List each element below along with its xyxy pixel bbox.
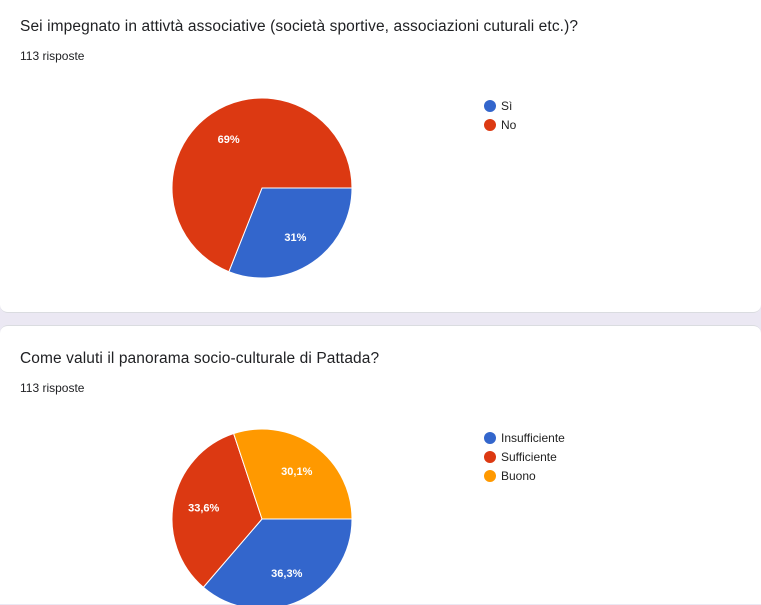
chart-legend: Insufficiente Sufficiente Buono (484, 428, 565, 485)
legend-dot-icon (484, 469, 496, 482)
legend-label: Sì (501, 98, 513, 113)
pie-slice-no[interactable] (171, 97, 353, 273)
question-title: Come valuti il panorama socio-culturale … (20, 350, 380, 367)
legend-label: Buono (501, 468, 536, 483)
slice-label: 33,6% (188, 503, 219, 515)
response-count: 113 risposte (20, 49, 85, 63)
pie-slice-sufficiente[interactable] (171, 432, 263, 588)
pie-slice-insufficiente[interactable] (202, 518, 353, 605)
question-card-1: Sei impegnato in attivtà associative (so… (0, 0, 761, 313)
pie-slice-s-[interactable] (228, 187, 353, 279)
legend-label: Insufficiente (501, 430, 565, 445)
legend-item[interactable]: No (484, 115, 516, 134)
question-card-2: Come valuti il panorama socio-culturale … (0, 325, 761, 605)
legend-item[interactable]: Sì (484, 96, 516, 115)
legend-dot-icon (484, 450, 496, 463)
legend-dot-icon (484, 118, 496, 131)
legend-item[interactable]: Sufficiente (484, 447, 565, 466)
pie-slice-buono[interactable] (233, 428, 353, 520)
question-title: Sei impegnato in attivtà associative (so… (20, 18, 579, 35)
legend-dot-icon (484, 99, 496, 112)
legend-dot-icon (484, 431, 496, 444)
pie-chart: 36,3% 33,6% 30,1% (171, 428, 353, 605)
response-count: 113 risposte (20, 381, 85, 395)
slice-label: 30,1% (281, 466, 312, 478)
slice-label: 31% (284, 232, 306, 244)
chart-legend: Sì No (484, 96, 516, 134)
legend-item[interactable]: Insufficiente (484, 428, 565, 447)
legend-label: Sufficiente (501, 449, 557, 464)
slice-label: 36,3% (271, 568, 302, 580)
pie-chart: 31% 69% (171, 97, 353, 279)
legend-label: No (501, 117, 517, 132)
slice-label: 69% (218, 134, 240, 146)
legend-item[interactable]: Buono (484, 466, 565, 485)
